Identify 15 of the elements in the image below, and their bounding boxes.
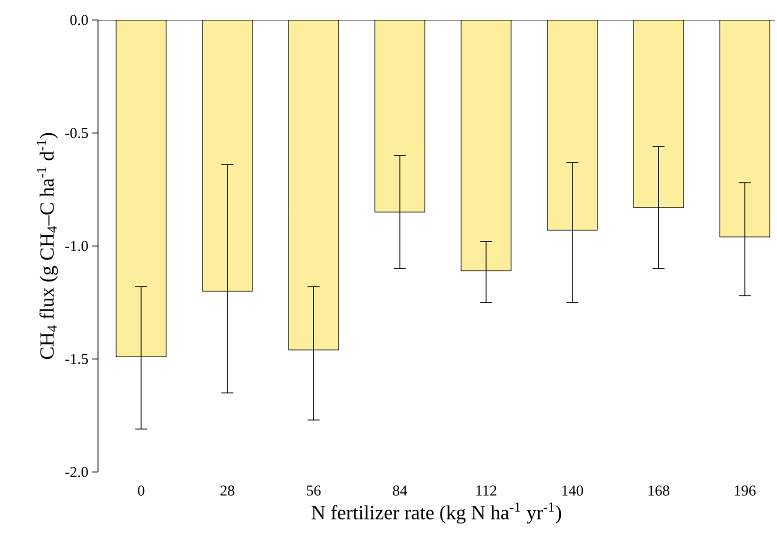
y-tick-label: -1.0: [65, 240, 88, 252]
x-tick-label: 168: [648, 486, 670, 496]
x-tick-label: 56: [306, 486, 321, 496]
text: CH$_{4}$ flux (g CH$_{4}$–C ha$^{-1}$ d$^{-1}$): [36, 133, 58, 359]
x-tick-label: 112: [476, 486, 496, 496]
y-tick-label: 0.0: [70, 14, 88, 26]
x-tick-label: 84: [392, 486, 408, 496]
x-axis-title: N fertilizer rate (kg N ha$^{-1}$ yr$^{-1}$): [312, 502, 562, 524]
y-tick-label: -0.5: [65, 128, 88, 138]
x-tick-label: 196: [734, 486, 756, 496]
x-tick-label: 28: [220, 486, 234, 496]
x-tick-label: 140: [562, 486, 584, 496]
y-tick-label: -2.0: [65, 466, 88, 478]
x-tick-label: 0: [138, 486, 144, 496]
y-tick-label: -1.5: [65, 354, 88, 364]
